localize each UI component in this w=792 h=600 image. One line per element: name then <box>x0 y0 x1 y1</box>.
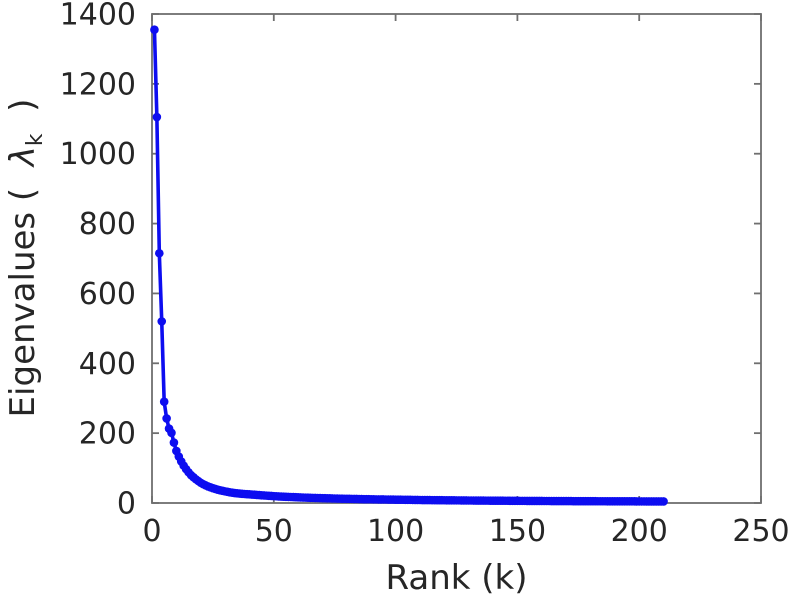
y-tick-label: 1400 <box>60 0 136 33</box>
data-point <box>162 414 171 423</box>
lambda-subscript: k <box>22 133 48 147</box>
x-tick-label: 200 <box>611 514 668 549</box>
y-tick-label: 0 <box>117 487 136 522</box>
y-axis-label: Eigenvalues ( λk ) <box>3 8 49 508</box>
y-tick-label: 200 <box>79 417 136 452</box>
data-point <box>152 112 162 122</box>
data-markers-eigenvalues <box>150 25 668 506</box>
y-tick-label: 600 <box>79 277 136 312</box>
tick-labels: 0 50 100 150 200 250 0 200 400 600 800 1000 1200 1400 <box>60 0 790 549</box>
data-point <box>159 397 169 407</box>
data-point <box>155 248 164 258</box>
data-point <box>169 438 179 447</box>
y-tick-label: 800 <box>79 207 136 242</box>
data-point <box>157 317 167 326</box>
x-axis-label-text: Rank (k) <box>385 558 528 598</box>
data-point <box>659 497 668 506</box>
x-tick-label: 250 <box>732 514 789 549</box>
axes-box <box>151 13 762 504</box>
y-tick-label: 400 <box>79 347 136 382</box>
x-tick-label: 50 <box>255 514 293 549</box>
y-tick-label: 1200 <box>60 67 136 102</box>
y-axis-label-suffix: ) <box>3 98 43 134</box>
tick-marks <box>151 13 762 504</box>
data-point <box>150 25 159 35</box>
x-tick-label: 150 <box>489 514 546 549</box>
data-line-eigenvalues <box>152 29 664 504</box>
x-tick-label: 0 <box>142 514 161 549</box>
x-axis-label: Rank (k) <box>152 558 761 598</box>
x-tick-label: 100 <box>367 514 424 549</box>
y-tick-label: 1000 <box>60 137 136 172</box>
lambda-symbol: λ <box>3 146 43 167</box>
y-axis-label-prefix: Eigenvalues ( <box>3 166 43 418</box>
data-point <box>167 428 176 438</box>
